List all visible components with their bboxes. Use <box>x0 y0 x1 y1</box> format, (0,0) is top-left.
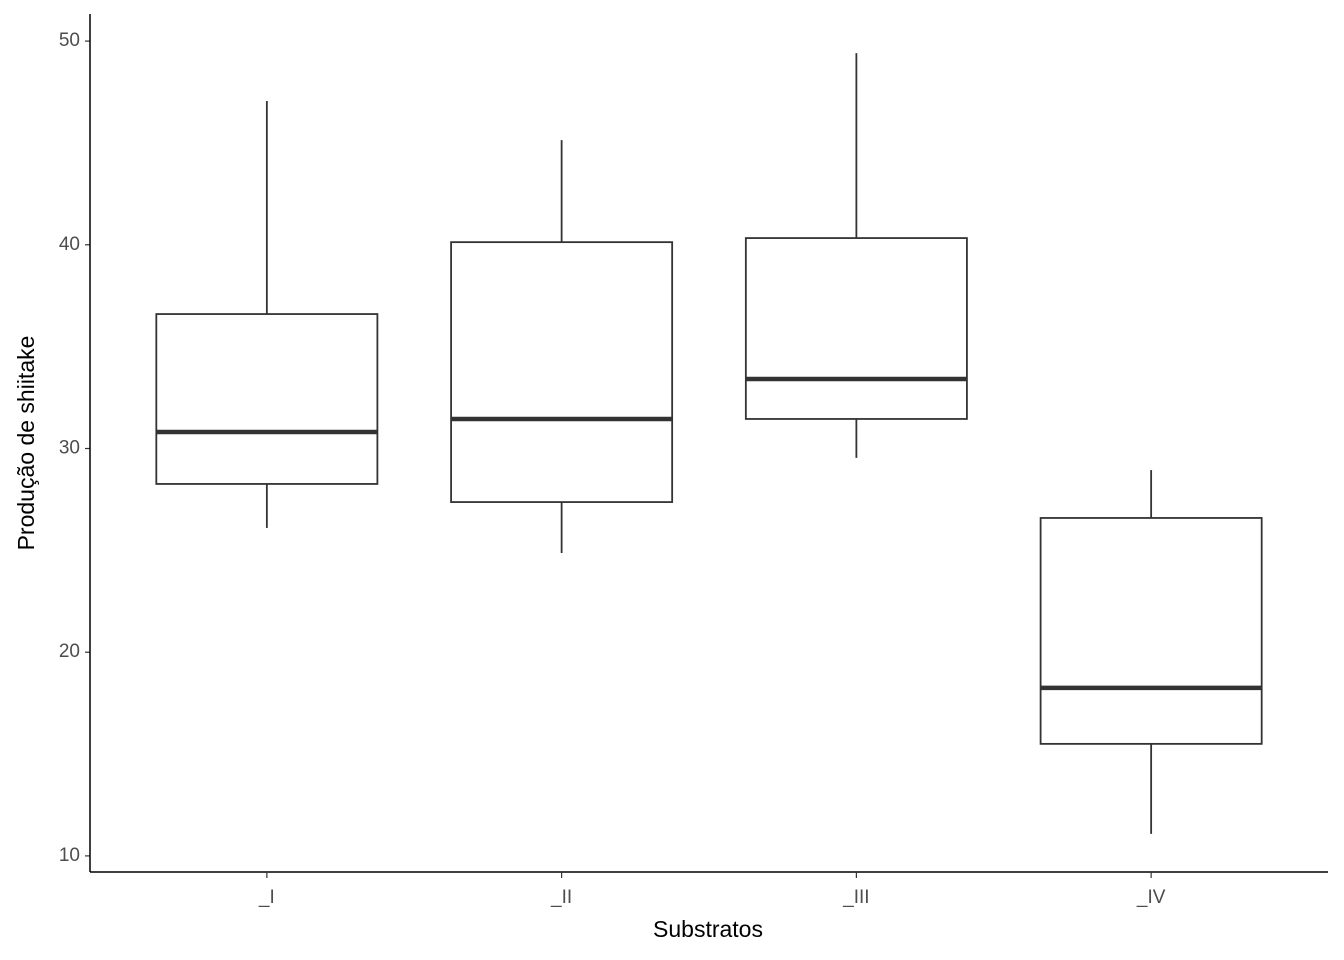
x-tick-label: _III <box>842 887 869 908</box>
x-axis-title: Substratos <box>653 916 763 942</box>
box <box>450 241 674 503</box>
x-tick-label: _II <box>550 887 572 908</box>
box <box>1039 517 1263 745</box>
box <box>744 237 968 420</box>
y-tick-label: 30 <box>59 438 80 459</box>
y-axis-title: Produção de shiitake <box>13 336 39 551</box>
y-tick-label: 50 <box>59 30 80 51</box>
box <box>155 313 379 485</box>
y-tick-label: 40 <box>59 234 80 255</box>
y-tick-label: 10 <box>59 845 80 866</box>
x-tick-label: _I <box>258 887 275 908</box>
y-tick-label: 20 <box>59 641 80 662</box>
x-tick-label: _IV <box>1136 887 1166 908</box>
